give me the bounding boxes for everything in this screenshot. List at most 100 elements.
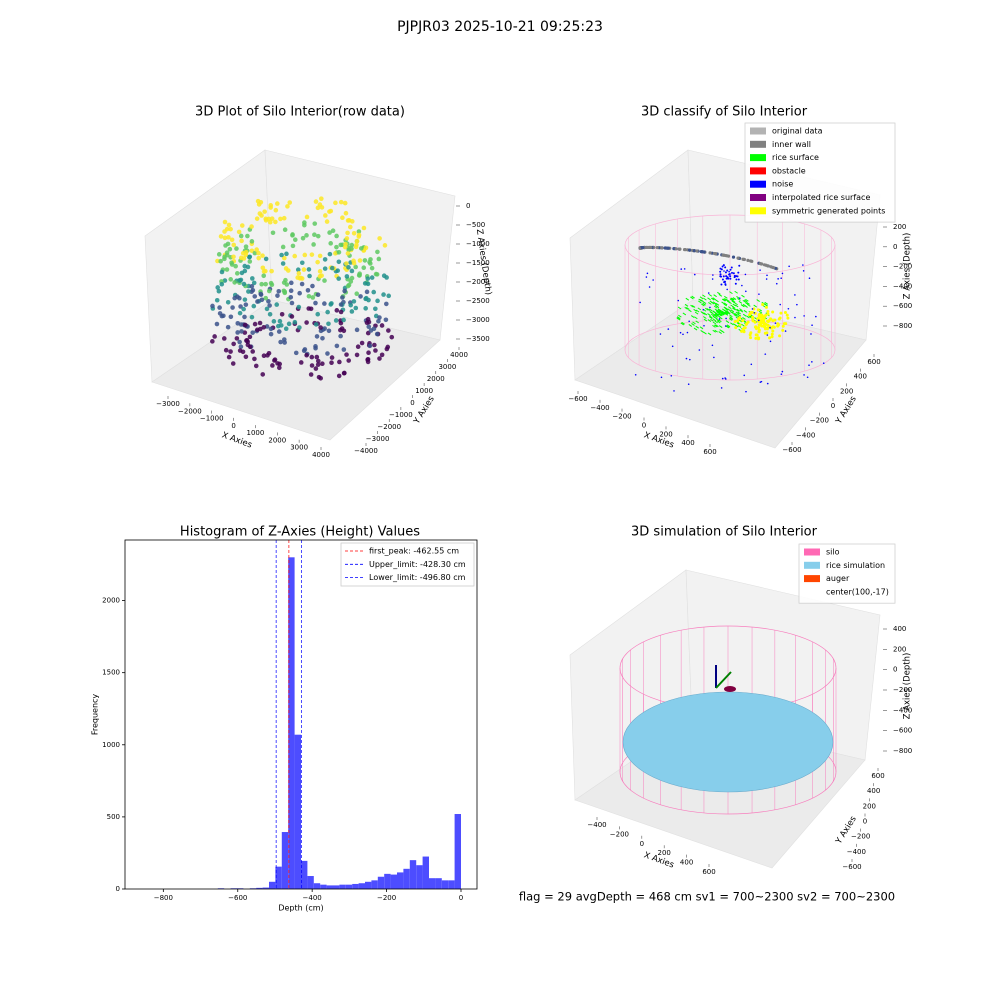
point (720, 330, 725, 334)
point (225, 324, 231, 330)
point (223, 347, 229, 353)
point (717, 291, 721, 295)
point (282, 340, 287, 345)
point (779, 311, 783, 315)
point (703, 324, 705, 327)
point (781, 328, 785, 332)
point (278, 339, 283, 345)
x-tick-label: 400 (680, 859, 693, 867)
point (337, 359, 342, 365)
point (364, 320, 370, 326)
point (286, 321, 292, 327)
point (685, 306, 690, 310)
point (242, 268, 248, 274)
point (268, 203, 274, 208)
y-tick-label: 600 (871, 772, 884, 780)
x-tick-label: 600 (702, 868, 715, 876)
figure-title: PJPJR03 2025-10-21 09:25:23 (397, 19, 603, 35)
x-tick-label: 2000 (268, 436, 286, 444)
point (326, 321, 331, 327)
point (316, 374, 322, 380)
point (750, 363, 753, 366)
point (754, 333, 758, 337)
point (249, 239, 255, 244)
point (784, 322, 788, 326)
point (341, 347, 347, 352)
point (309, 252, 315, 257)
point (734, 304, 739, 308)
point (237, 310, 243, 316)
point (342, 370, 347, 376)
point (731, 271, 734, 274)
point (775, 282, 778, 285)
x-tick-label: −200 (377, 894, 396, 902)
y-tick-label: −600 (782, 446, 801, 454)
point (699, 299, 704, 303)
point (373, 271, 379, 277)
y-tick-label: 3000 (438, 363, 456, 371)
point (802, 270, 805, 272)
legend-label: inner wall (772, 140, 811, 149)
point (742, 257, 746, 262)
point (717, 310, 721, 313)
legend-label: Lower_limit: -496.80 cm (369, 573, 466, 582)
point (283, 326, 289, 331)
point (276, 329, 282, 334)
point (709, 316, 713, 320)
point (351, 299, 357, 304)
point (315, 358, 321, 364)
point (296, 271, 302, 276)
point (341, 317, 346, 323)
point (769, 340, 772, 343)
legend-swatch (750, 127, 766, 135)
point (242, 322, 248, 328)
point (749, 310, 753, 314)
point (377, 356, 382, 361)
point (210, 303, 215, 309)
bar (371, 880, 378, 889)
point (227, 246, 233, 252)
point (726, 311, 731, 315)
point (356, 234, 362, 239)
point (753, 320, 757, 324)
point (342, 200, 348, 206)
point (346, 358, 352, 363)
z-axis-label: Z Axies (Depth) (903, 653, 913, 720)
point (304, 352, 309, 358)
point (327, 251, 333, 257)
point (249, 224, 254, 229)
point (336, 276, 342, 281)
point (760, 324, 764, 328)
y-tick-label: −4000 (354, 447, 378, 455)
legend-label: noise (772, 180, 793, 189)
point (714, 320, 718, 324)
point (298, 360, 304, 365)
z-tick-label: −400 (893, 706, 912, 714)
point (349, 268, 355, 274)
point (212, 334, 217, 339)
point (688, 320, 690, 323)
point (737, 313, 742, 317)
legend-label: interpolated rice surface (772, 193, 870, 202)
y-tick-label: 400 (854, 373, 867, 381)
z-tick-label: −1500 (466, 259, 490, 267)
point (247, 254, 253, 260)
point (741, 319, 745, 323)
point (318, 328, 324, 334)
point (718, 331, 722, 334)
legend-swatch (750, 167, 766, 175)
x-tick-label: 1000 (247, 429, 265, 437)
point (766, 382, 769, 385)
point (277, 318, 283, 324)
point (703, 331, 707, 335)
point (361, 225, 367, 231)
point (266, 299, 271, 304)
point (735, 278, 738, 281)
point (707, 292, 710, 294)
point (710, 318, 714, 322)
point (210, 339, 215, 344)
point (299, 281, 305, 287)
point (695, 309, 700, 313)
x-tick-label: 4000 (312, 451, 330, 459)
bar (326, 885, 333, 889)
